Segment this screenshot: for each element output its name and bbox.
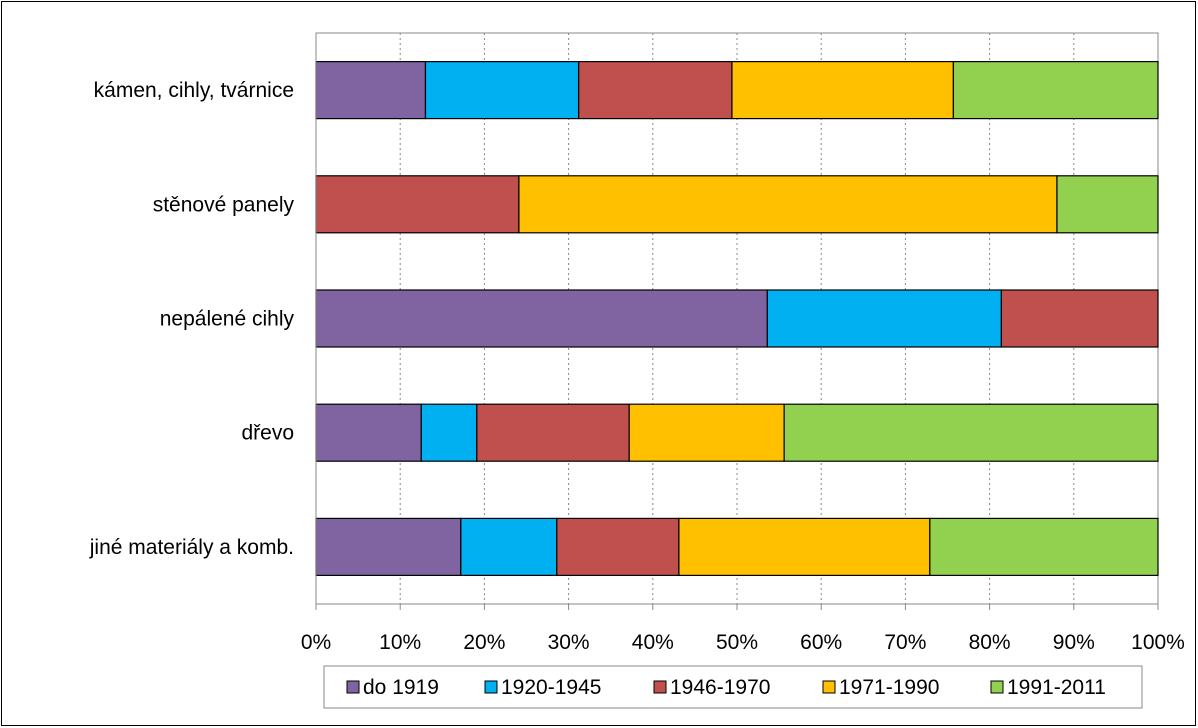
bar-segment xyxy=(315,175,520,234)
bar-segment xyxy=(556,517,680,577)
bar-segment xyxy=(952,60,1159,120)
legend-label: 1920-1945 xyxy=(501,676,601,699)
x-tick-labels: 0% 10% 20% 30% 40% 50% 60% 70% 80% 90% 100% xyxy=(301,631,1185,654)
bar-segment xyxy=(766,289,1002,348)
x-tick-label: 0% xyxy=(301,631,331,654)
legend-swatch xyxy=(990,680,1004,694)
x-tick-label: 10% xyxy=(379,631,421,654)
category-labels: kámen, cihly, tvárnice stěnové panely nepá… xyxy=(89,79,295,559)
legend-swatch xyxy=(346,680,360,694)
legend-label: 1991-2011 xyxy=(1007,676,1106,699)
x-tick-label: 70% xyxy=(884,631,926,654)
legend-swatch xyxy=(484,680,498,694)
x-tick-label: 40% xyxy=(632,631,674,654)
x-tick-label: 60% xyxy=(800,631,842,654)
x-tick-label: 30% xyxy=(548,631,590,654)
x-tick-label: 20% xyxy=(463,631,505,654)
legend-box xyxy=(323,665,1143,709)
bar-segment xyxy=(628,403,785,462)
category-label: stěnové panely xyxy=(153,193,295,216)
legend-label: do 1919 xyxy=(363,676,439,699)
bar-segment xyxy=(315,60,427,120)
legend-swatch xyxy=(822,680,836,694)
bar-segment xyxy=(315,289,768,348)
bar-segment xyxy=(678,517,931,577)
bar-segment xyxy=(460,517,558,577)
category-label: dřevo xyxy=(241,422,294,445)
x-tick-label: 50% xyxy=(716,631,758,654)
legend-swatch xyxy=(653,680,667,694)
bar-segment xyxy=(783,403,1159,462)
axis xyxy=(315,33,1159,610)
bar-segment xyxy=(578,60,733,120)
bar-segment xyxy=(1000,289,1159,348)
bar-segment xyxy=(731,60,954,120)
bar-segment xyxy=(929,517,1159,577)
x-tick-label: 100% xyxy=(1131,631,1185,654)
bar-segment xyxy=(476,403,630,462)
x-tick-label: 90% xyxy=(1053,631,1095,654)
legend-label: 1971-1990 xyxy=(839,676,939,699)
bars xyxy=(315,60,1159,577)
legend: do 1919 1920-1945 1946-1970 1971-1990 1991-2… xyxy=(323,665,1143,709)
bar-segment xyxy=(315,517,462,577)
category-label: nepálené cihly xyxy=(160,308,295,331)
bar-segment xyxy=(315,403,422,462)
bar-segment xyxy=(424,60,580,120)
legend-label: 1946-1970 xyxy=(670,676,770,699)
bar-segment xyxy=(420,403,478,462)
x-tick-label: 80% xyxy=(969,631,1011,654)
bar-segment xyxy=(518,175,1058,234)
category-label: kámen, cihly, tvárnice xyxy=(94,79,294,102)
bar-segment xyxy=(1056,175,1159,234)
category-label: jiné materiály a komb. xyxy=(89,536,294,559)
